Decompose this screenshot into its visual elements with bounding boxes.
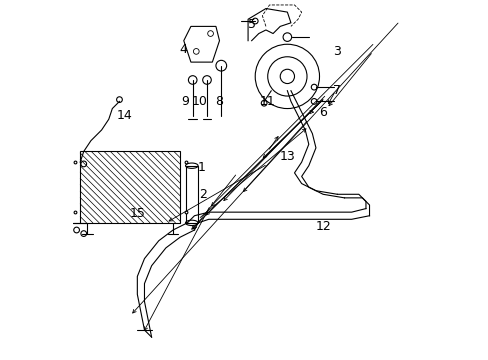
Text: 4: 4 <box>180 43 187 56</box>
Text: 14: 14 <box>117 109 132 122</box>
Text: 6: 6 <box>319 105 326 119</box>
Text: 9: 9 <box>181 95 189 108</box>
Text: 5: 5 <box>247 18 255 31</box>
Text: 10: 10 <box>191 95 207 108</box>
Text: 8: 8 <box>215 95 223 108</box>
Text: 1: 1 <box>197 161 205 174</box>
Text: 3: 3 <box>333 45 341 58</box>
Text: 12: 12 <box>315 220 330 233</box>
Text: 15: 15 <box>129 207 145 220</box>
Text: 11: 11 <box>259 95 275 108</box>
Text: 7: 7 <box>333 84 341 97</box>
Text: 13: 13 <box>279 150 295 163</box>
Text: 2: 2 <box>199 188 207 201</box>
